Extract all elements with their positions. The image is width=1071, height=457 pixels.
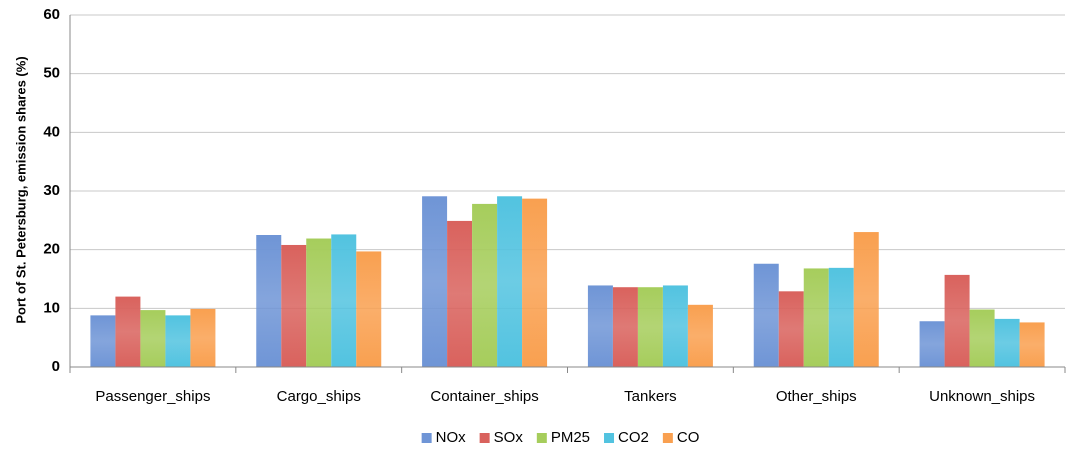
x-tick-label: Tankers [624, 388, 677, 405]
y-axis-title: Port of St. Petersburg, emission shares … [13, 56, 28, 323]
y-tick-label: 20 [43, 241, 60, 258]
bar [753, 263, 779, 367]
legend-swatch [479, 433, 490, 443]
legend-label: CO [677, 429, 700, 446]
legend-swatch [421, 433, 432, 443]
y-tick-label: 50 [43, 65, 60, 82]
bar [853, 232, 879, 367]
y-tick-label: 40 [43, 123, 60, 140]
bar [637, 287, 663, 367]
bar [497, 196, 523, 367]
bar [331, 234, 357, 367]
legend-label: NOx [436, 429, 467, 446]
bar [687, 304, 713, 367]
bar [1019, 322, 1045, 367]
bar [190, 308, 216, 367]
y-tick-label: 30 [43, 182, 60, 199]
bar [472, 203, 498, 367]
legend-label: PM25 [551, 429, 590, 446]
bar [356, 251, 382, 367]
bar [587, 285, 613, 367]
x-tick-label: Container_ships [430, 388, 538, 405]
bar [256, 235, 282, 367]
bar [140, 310, 166, 367]
bar [612, 287, 638, 367]
legend: NOx SOx PM25 CO2 CO [421, 429, 700, 446]
x-tick-label: Unknown_ships [929, 388, 1035, 405]
legend-label: SOx [494, 429, 524, 446]
bar [422, 196, 448, 367]
bar [969, 309, 995, 367]
legend-label: CO2 [618, 429, 649, 446]
bar [803, 268, 829, 367]
bar [165, 315, 191, 367]
y-tick-label: 60 [43, 6, 60, 23]
bar [994, 318, 1020, 367]
legend-swatch [604, 433, 615, 443]
bar [944, 274, 970, 367]
legend-swatch [536, 433, 547, 443]
bar [778, 291, 804, 367]
y-tick-label: 10 [43, 299, 60, 316]
y-tick-label: 0 [52, 358, 60, 375]
bar [447, 220, 473, 367]
legend-swatch [662, 433, 673, 443]
x-tick-label: Passenger_ships [95, 388, 210, 405]
bar [90, 315, 116, 367]
bar [115, 296, 141, 367]
bar [919, 321, 945, 367]
bar [306, 238, 332, 367]
x-tick-label: Cargo_ships [277, 388, 361, 405]
x-tick-label: Other_ships [776, 388, 857, 405]
bar [828, 267, 854, 367]
bar [662, 285, 688, 367]
bar [522, 198, 548, 367]
bar [281, 244, 307, 367]
